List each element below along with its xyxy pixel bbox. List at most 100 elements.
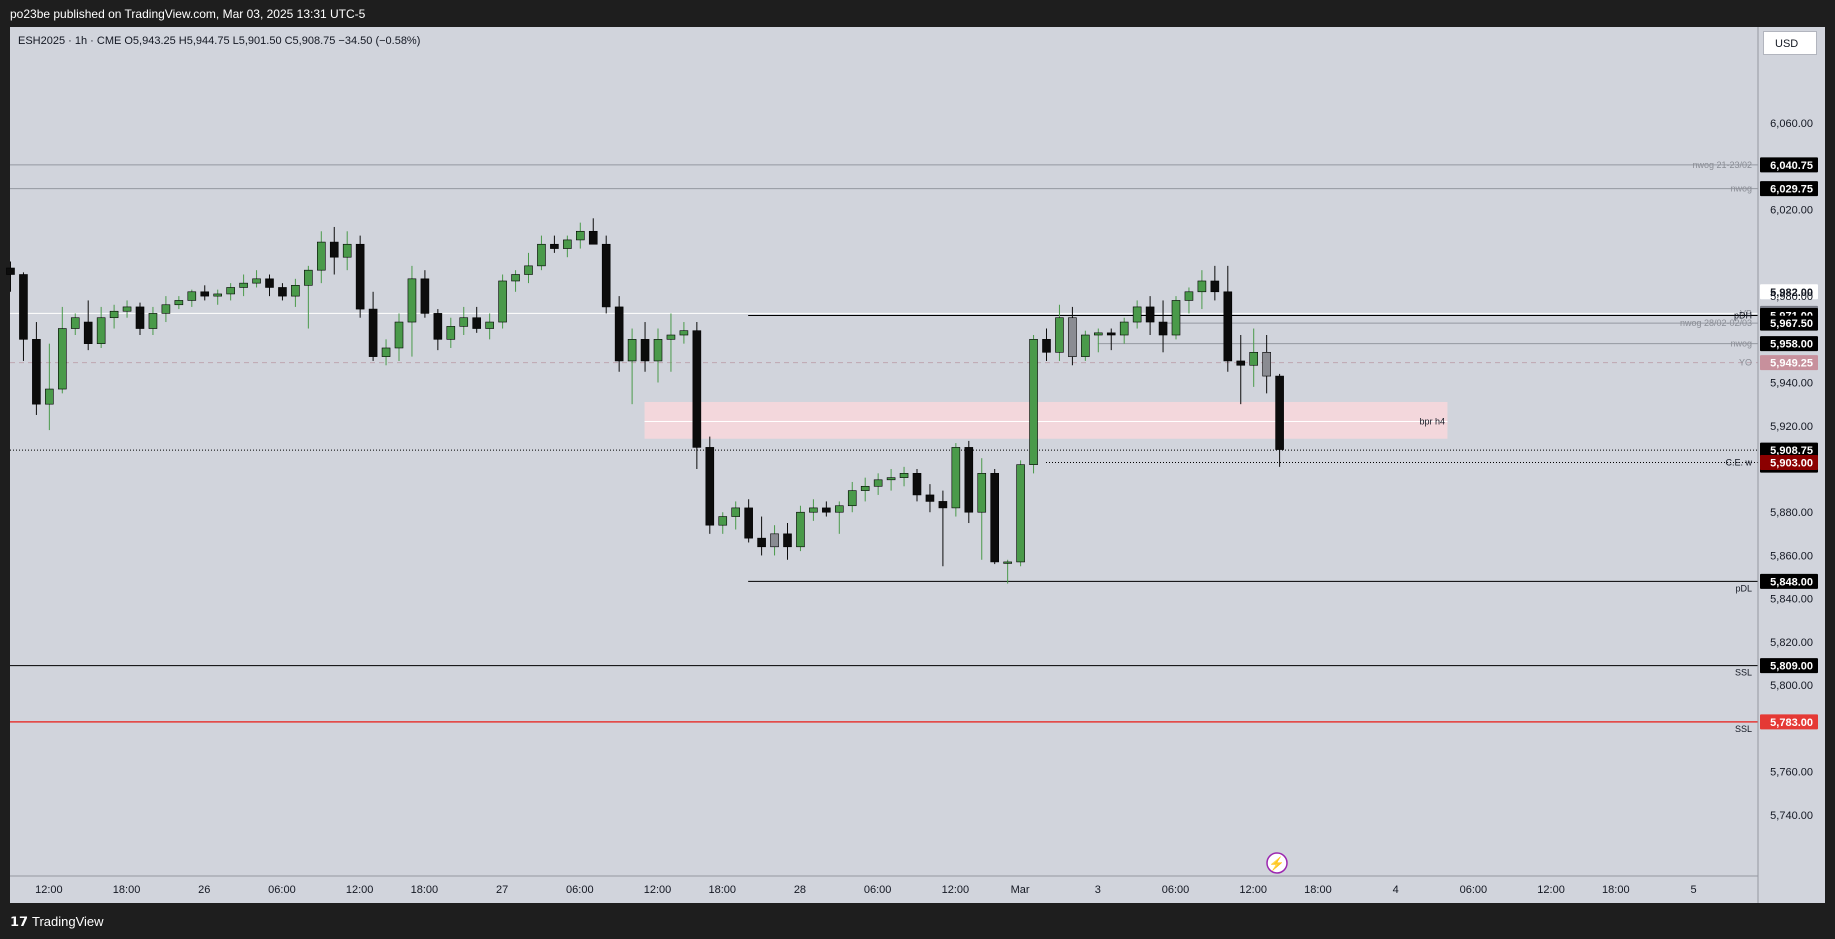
candle-body-34 — [446, 326, 456, 340]
candle-body-13 — [174, 300, 184, 306]
candle-body-5 — [70, 317, 80, 329]
candle-body-81 — [1055, 317, 1064, 353]
candle-body-0 — [6, 267, 15, 275]
candle-body-83 — [1081, 334, 1090, 357]
candle-body-25 — [329, 241, 339, 258]
price-tag-10: 5,848.00 — [1770, 576, 1813, 588]
x-tick-22: 5 — [1690, 884, 1696, 896]
price-tag-7: 5,949.25 — [1770, 358, 1813, 370]
x-tick-10: 28 — [794, 884, 806, 896]
candle-body-73 — [951, 447, 961, 509]
price-tag-11: 5,809.00 — [1770, 661, 1813, 673]
candle-body-41 — [537, 243, 546, 267]
y-tick-7: 5,840.00 — [1770, 594, 1813, 606]
candle-body-78 — [1016, 464, 1025, 563]
chart-frame[interactable] — [10, 27, 1825, 903]
candle-body-86 — [1119, 321, 1129, 336]
candle-body-75 — [977, 473, 987, 513]
candle-body-35 — [459, 317, 469, 327]
symbol-legend: ESH2025 · 1h · CME O5,943.25 H5,944.75 L… — [18, 35, 421, 47]
candle-body-20 — [265, 278, 274, 288]
level-label-0: nwog 21-23/02 — [1692, 160, 1752, 170]
candle-body-21 — [278, 287, 287, 297]
time-axis: 12:00 18:00 26 06:00 12:00 18:00 27 06:00 12:00 1… — [35, 884, 1696, 896]
candle-body-91 — [1184, 291, 1194, 301]
candle-body-38 — [498, 280, 507, 323]
candle-body-98 — [1275, 375, 1284, 450]
candle-body-28 — [368, 308, 378, 357]
candle-body-62 — [809, 507, 818, 513]
x-tick-12: 12:00 — [942, 884, 970, 896]
level-label-6: nwog — [1730, 339, 1752, 349]
candle-body-58 — [757, 537, 766, 548]
x-tick-7: 06:00 — [566, 884, 594, 896]
y-tick-11: 5,740.00 — [1770, 810, 1813, 822]
level-label-11: SSL — [1735, 668, 1752, 678]
bpr-zone — [644, 402, 1448, 439]
candle-body-30 — [394, 321, 404, 349]
candle-body-56 — [731, 507, 741, 517]
y-tick-0: 6,060.00 — [1770, 118, 1813, 130]
candle-body-26 — [342, 243, 352, 258]
x-tick-3: 06:00 — [268, 884, 296, 896]
candle-body-70 — [912, 473, 922, 496]
price-tag-9: 5,903.00 — [1770, 458, 1813, 470]
candle-body-48 — [627, 339, 637, 362]
x-tick-0: 12:00 — [35, 884, 63, 896]
candle-body-16 — [213, 293, 222, 297]
candle-body-36 — [472, 317, 482, 329]
level-label-4: pDH — [1734, 311, 1752, 321]
candle-body-42 — [550, 243, 559, 249]
y-tick-2: 5,980.00 — [1770, 291, 1813, 303]
price-tag-6: 5,958.00 — [1770, 339, 1813, 351]
y-tick-4: 5,920.00 — [1770, 421, 1813, 433]
candle-body-8 — [109, 310, 119, 319]
x-tick-8: 12:00 — [644, 884, 672, 896]
x-tick-16: 12:00 — [1239, 884, 1267, 896]
candle-body-12 — [161, 304, 171, 314]
candle-body-61 — [796, 511, 805, 548]
x-tick-18: 4 — [1393, 884, 1399, 896]
candle-body-92 — [1197, 280, 1207, 293]
x-tick-14: 3 — [1095, 884, 1101, 896]
price-tag-bg-7 — [1760, 355, 1818, 371]
currency-button[interactable]: USD — [1763, 31, 1817, 55]
candle-body-84 — [1094, 332, 1103, 336]
y-tick-6: 5,860.00 — [1770, 550, 1813, 562]
candle-body-89 — [1158, 321, 1168, 336]
candle-body-69 — [899, 473, 909, 478]
candle-body-60 — [783, 533, 792, 548]
level-label-7: YO — [1739, 358, 1752, 368]
candle-body-68 — [886, 477, 896, 481]
price-tag-bg-6 — [1760, 336, 1818, 352]
x-tick-5: 18:00 — [411, 884, 439, 896]
candle-body-39 — [511, 274, 520, 282]
candle-body-95 — [1236, 360, 1246, 366]
candle-body-7 — [96, 317, 106, 344]
x-tick-9: 18:00 — [708, 884, 736, 896]
candle-body-37 — [485, 321, 494, 329]
candle-body-80 — [1042, 339, 1051, 353]
candle-body-23 — [304, 269, 313, 286]
candle-body-51 — [666, 334, 676, 340]
candle-body-24 — [316, 241, 326, 271]
price-tag-8: 5,908.75 — [1770, 445, 1813, 457]
candle-body-29 — [381, 347, 391, 357]
level-label-10: pDL — [1735, 583, 1752, 593]
candle-body-44 — [575, 230, 585, 241]
candle-body-54 — [705, 447, 715, 526]
candle-body-59 — [770, 533, 779, 548]
candle-body-66 — [860, 485, 870, 491]
y-tick-3: 5,940.00 — [1770, 378, 1813, 390]
candle-body-43 — [563, 239, 572, 249]
x-tick-15: 06:00 — [1162, 884, 1190, 896]
candle-body-74 — [964, 447, 974, 513]
candle-body-76 — [990, 473, 1000, 563]
price-tag-12: 5,783.00 — [1770, 717, 1813, 729]
candle-body-65 — [847, 490, 857, 507]
price-tag-bg-10 — [1760, 573, 1818, 589]
candle-body-85 — [1106, 332, 1116, 336]
level-label-12: SSL — [1735, 724, 1752, 734]
alert-icon[interactable]: ⚡ — [1266, 852, 1288, 874]
